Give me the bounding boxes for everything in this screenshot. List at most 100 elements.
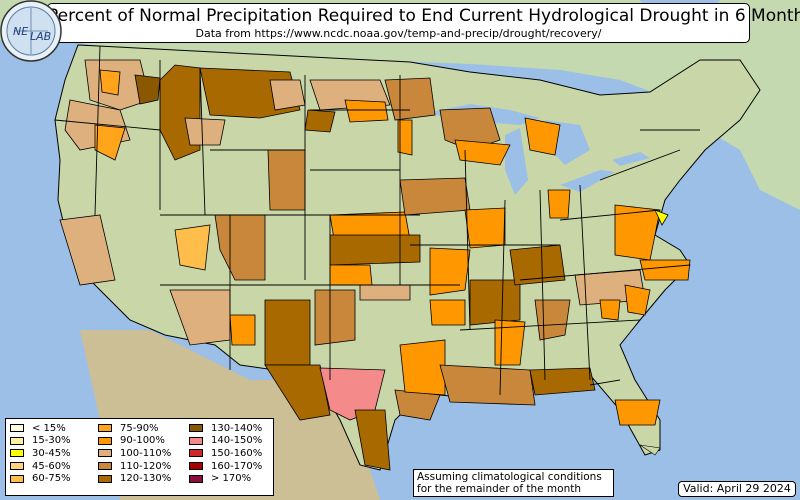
legend-item: 110-120% xyxy=(98,460,171,473)
border-18 xyxy=(459,319,641,331)
logo-text-right: LAB xyxy=(30,30,51,43)
valid-date: Valid: April 29 2024 xyxy=(678,481,796,497)
legend-swatch xyxy=(189,424,203,433)
legend-item: > 170% xyxy=(189,472,262,485)
legend-col-2: 75-90% 90-100% 100-110% 110-120% 120-130… xyxy=(98,422,171,485)
region-ar-w xyxy=(429,299,466,326)
legend-swatch xyxy=(10,436,24,445)
border-1 xyxy=(94,45,101,216)
legend-swatch xyxy=(10,462,24,471)
legend-label: > 170% xyxy=(211,473,252,485)
legend: < 15% 15-30% 30-45% 45-60% 60-75% 75-90%… xyxy=(5,418,274,496)
note-line-1: Assuming climatological conditions xyxy=(417,471,602,483)
border-3 xyxy=(54,119,161,131)
legend-swatch xyxy=(10,474,24,483)
region-wi-s xyxy=(454,139,511,166)
legend-item: 160-170% xyxy=(189,460,262,473)
assumption-note: Assuming climatological conditions for t… xyxy=(413,469,614,497)
legend-swatch xyxy=(189,449,203,458)
region-ms xyxy=(494,319,526,366)
region-ok xyxy=(359,284,411,301)
legend-item: 45-60% xyxy=(10,460,71,473)
legend-col-3: 130-140% 140-150% 150-160% 160-170% > 17… xyxy=(189,422,262,485)
legend-label: 120-130% xyxy=(120,473,172,485)
region-wy-e xyxy=(267,149,306,211)
legend-item: 30-45% xyxy=(10,447,71,460)
border-17 xyxy=(539,189,546,381)
region-oh xyxy=(547,189,571,219)
legend-label: 45-60% xyxy=(32,460,71,472)
legend-item: 60-75% xyxy=(10,472,71,485)
legend-item: 75-90% xyxy=(98,422,171,435)
lake-michigan xyxy=(505,128,528,195)
legend-item: 15-30% xyxy=(10,435,71,448)
legend-swatch xyxy=(189,474,203,483)
legend-item: 140-150% xyxy=(189,435,262,448)
legend-swatch xyxy=(10,449,24,458)
region-tx-w xyxy=(264,364,331,421)
border-21 xyxy=(559,209,661,221)
region-ut xyxy=(174,224,211,271)
legend-label: 15-30% xyxy=(32,435,71,447)
border-22 xyxy=(599,149,681,181)
border-16 xyxy=(499,199,506,396)
legend-swatch xyxy=(98,462,112,471)
region-va xyxy=(614,204,661,261)
region-wa-2 xyxy=(134,74,161,105)
legend-item: 120-130% xyxy=(98,472,171,485)
legend-label: 150-160% xyxy=(211,447,263,459)
region-sd xyxy=(304,109,336,133)
region-mi xyxy=(524,117,561,156)
lake-erie xyxy=(560,170,615,192)
canada-land xyxy=(0,0,800,210)
legend-item: 100-110% xyxy=(98,447,171,460)
border-24 xyxy=(589,379,621,386)
legend-item: 150-160% xyxy=(189,447,262,460)
region-nm xyxy=(264,299,311,366)
border-20 xyxy=(519,264,691,281)
region-mt-east xyxy=(269,79,306,111)
region-wy-w xyxy=(184,117,226,146)
title-box: Percent of Normal Precipitation Required… xyxy=(47,3,800,43)
legend-label: 60-75% xyxy=(32,473,71,485)
region-ga xyxy=(599,299,621,321)
logo-text-left: NE xyxy=(13,25,28,38)
region-nc xyxy=(639,259,691,281)
border-4 xyxy=(199,67,206,216)
legend-label: 110-120% xyxy=(120,460,172,472)
legend-swatch xyxy=(98,474,112,483)
region-tx-e xyxy=(399,339,446,396)
state-borders xyxy=(54,45,700,396)
legend-label: 100-110% xyxy=(120,447,172,459)
region-sd-n xyxy=(344,99,389,123)
legend-swatch xyxy=(98,436,112,445)
region-sc xyxy=(624,284,651,316)
region-ks-s xyxy=(329,264,373,286)
region-md xyxy=(654,209,669,226)
legend-swatch xyxy=(98,424,112,433)
legend-label: 130-140% xyxy=(211,422,263,434)
legend-label: 90-100% xyxy=(120,435,165,447)
region-fl xyxy=(614,399,661,426)
legend-label: 160-170% xyxy=(211,460,263,472)
logo-grid xyxy=(14,8,48,54)
note-line-2: for the remainder of the month xyxy=(417,483,582,495)
legend-item: 130-140% xyxy=(189,422,262,435)
map-subtitle: Data from https://www.ncdc.noaa.gov/temp… xyxy=(195,27,602,40)
legend-swatch xyxy=(10,424,24,433)
legend-label: 75-90% xyxy=(120,422,159,434)
region-ca xyxy=(59,214,116,286)
legend-swatch xyxy=(189,436,203,445)
region-ky xyxy=(509,244,566,286)
region-al xyxy=(534,299,571,341)
region-gulf xyxy=(529,367,596,396)
legend-swatch xyxy=(189,462,203,471)
nexlab-logo: NE LAB xyxy=(0,0,62,62)
region-nm-e xyxy=(314,289,356,346)
region-ar xyxy=(469,279,521,326)
region-mo xyxy=(429,247,471,296)
legend-item: 90-100% xyxy=(98,435,171,448)
region-wa-east xyxy=(99,69,121,96)
legend-label: 30-45% xyxy=(32,447,71,459)
florida-tip xyxy=(639,444,661,456)
